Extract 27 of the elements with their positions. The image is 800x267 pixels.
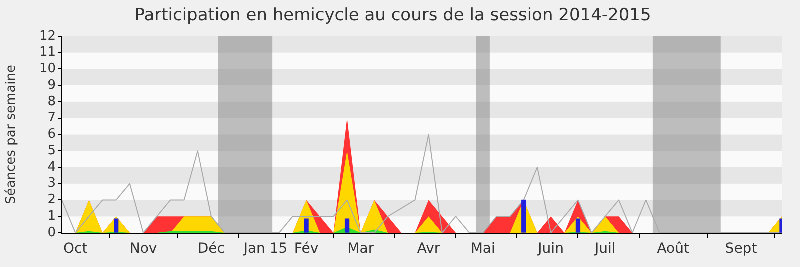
x-tick-label: Oct (63, 241, 88, 258)
y-tick-label: 3 (48, 176, 56, 192)
x-tick-label: Juil (594, 241, 616, 258)
y-tick-label: 11 (39, 45, 56, 60)
x-tick-label: Déc (198, 241, 225, 258)
y-tick-label: 9 (48, 78, 56, 93)
y-tick-label: 2 (48, 192, 56, 208)
y-axis-title: Séances par semaine (4, 64, 20, 204)
x-tick-label: Août (657, 241, 690, 258)
x-tick-label: Mai (470, 241, 496, 258)
y-tick-label: 10 (39, 62, 56, 77)
x-tick-label: Juin (537, 241, 564, 258)
y-tick-label: 8 (48, 94, 56, 110)
y-tick-label: 7 (48, 110, 56, 126)
y-tick-label: 6 (48, 127, 56, 142)
x-tick-label: Fév (294, 241, 319, 258)
y-tick-label: 12 (39, 28, 56, 44)
x-tick-label: Sept (725, 241, 758, 258)
x-tick-label: Jan 15 (242, 241, 288, 258)
chart-title: Participation en hemicycle au cours de la session 2014-2015 (134, 6, 652, 26)
y-tick-label: 5 (48, 143, 56, 158)
x-tick-label: Mar (348, 241, 374, 258)
y-tick-label: 0 (48, 225, 56, 240)
y-tick-label: 1 (48, 208, 56, 224)
x-tick-label: Avr (417, 241, 440, 258)
y-tick-label: 4 (48, 160, 56, 175)
x-tick-label: Nov (130, 241, 158, 258)
